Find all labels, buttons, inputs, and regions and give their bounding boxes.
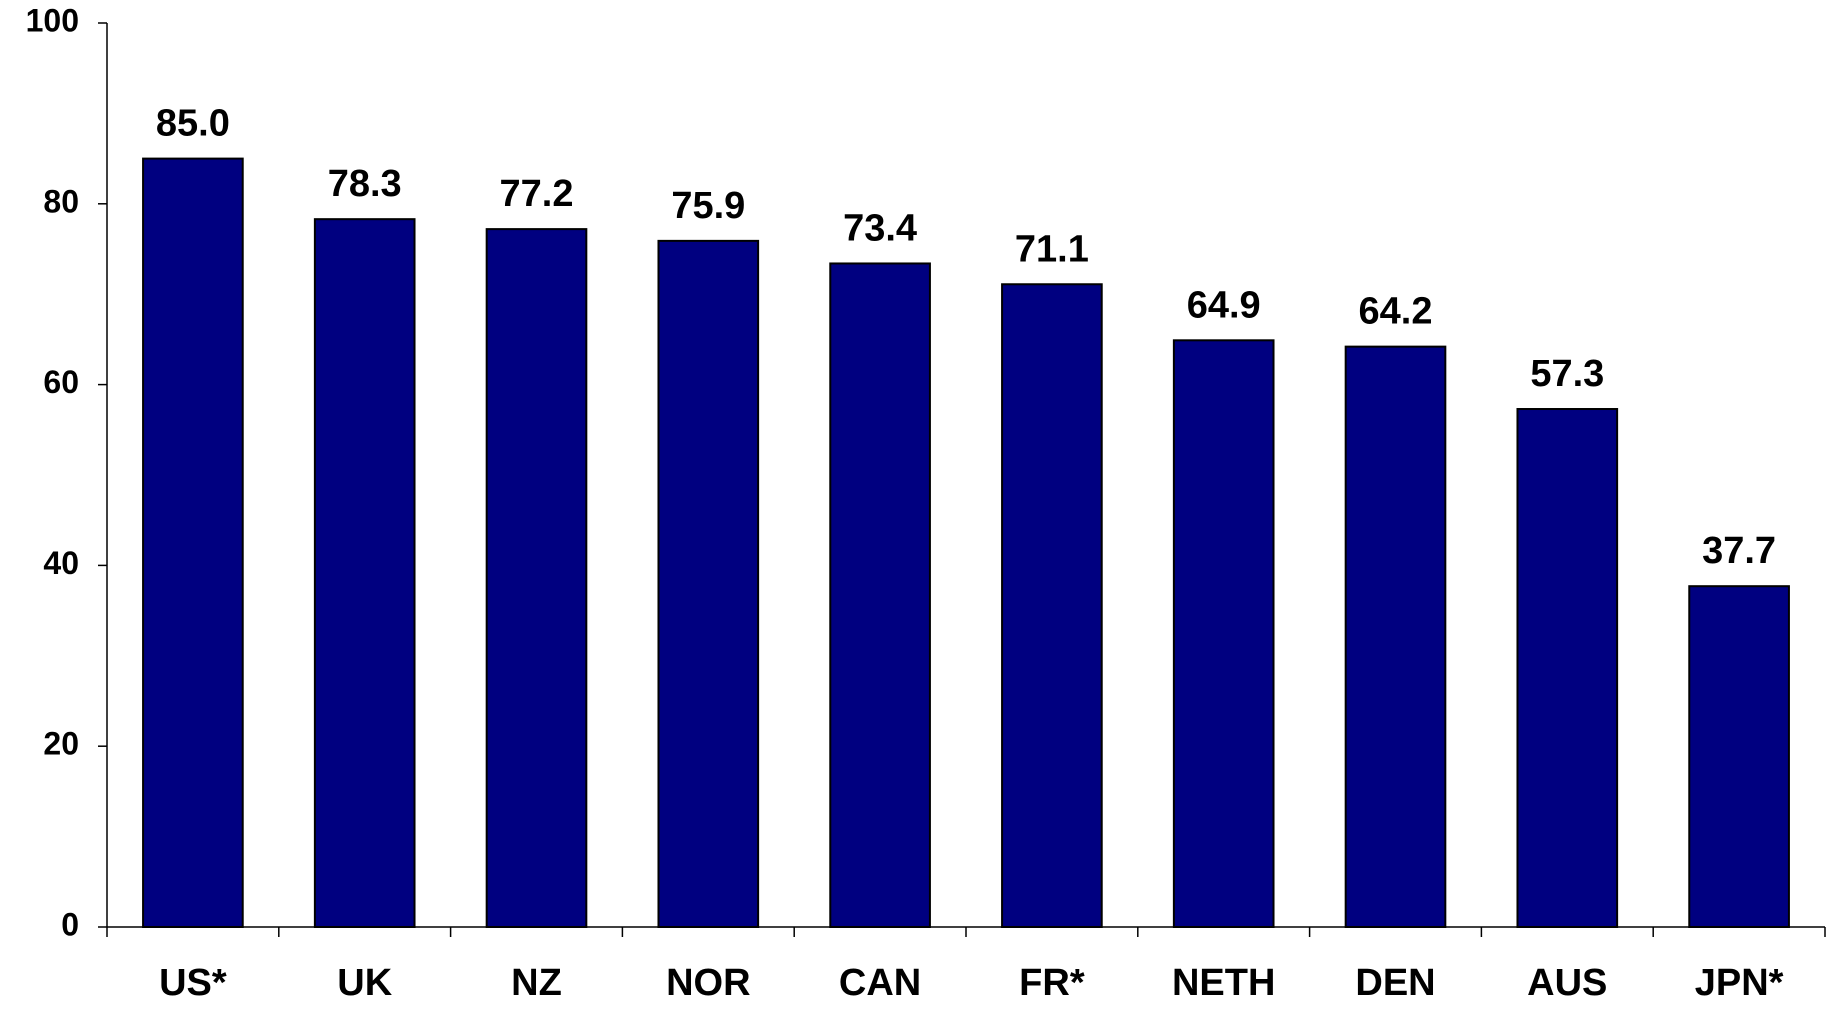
data-label: 73.4	[843, 207, 917, 249]
y-tick-label: 60	[43, 364, 79, 400]
data-label: 64.9	[1187, 284, 1261, 326]
bar	[313, 218, 416, 928]
x-tick-label: UK	[337, 962, 392, 1004]
bar	[1172, 339, 1275, 928]
data-label: 75.9	[671, 185, 745, 227]
x-tick-label: AUS	[1527, 962, 1607, 1004]
y-tick-label: 100	[26, 2, 79, 38]
y-tick-label: 0	[61, 906, 79, 942]
x-tick-label: CAN	[839, 962, 921, 1004]
y-tick-label: 40	[43, 545, 79, 581]
data-label: 64.2	[1359, 291, 1433, 333]
y-tick-label: 20	[43, 726, 79, 762]
x-tick-label: JPN*	[1695, 962, 1784, 1004]
bar	[829, 262, 931, 928]
data-label: 71.1	[1015, 228, 1089, 270]
x-tick-label: FR*	[1019, 962, 1085, 1004]
bar	[485, 228, 588, 928]
x-tick-label: NOR	[666, 962, 750, 1004]
x-tick-label: DEN	[1355, 962, 1435, 1004]
data-label: 77.2	[500, 173, 574, 215]
data-label: 57.3	[1530, 353, 1604, 395]
y-tick-label: 80	[43, 183, 79, 219]
x-tick-label: NZ	[511, 962, 562, 1004]
data-label: 85.0	[156, 103, 230, 145]
data-label: 78.3	[328, 163, 402, 205]
bar	[657, 239, 760, 928]
bar	[1688, 585, 1790, 929]
bar	[1516, 408, 1619, 928]
bar	[142, 157, 244, 929]
x-tick-label: US*	[159, 962, 227, 1004]
x-tick-label: NETH	[1172, 962, 1275, 1004]
bar	[1001, 283, 1103, 929]
bar	[1344, 345, 1447, 928]
data-label: 37.7	[1702, 530, 1776, 572]
